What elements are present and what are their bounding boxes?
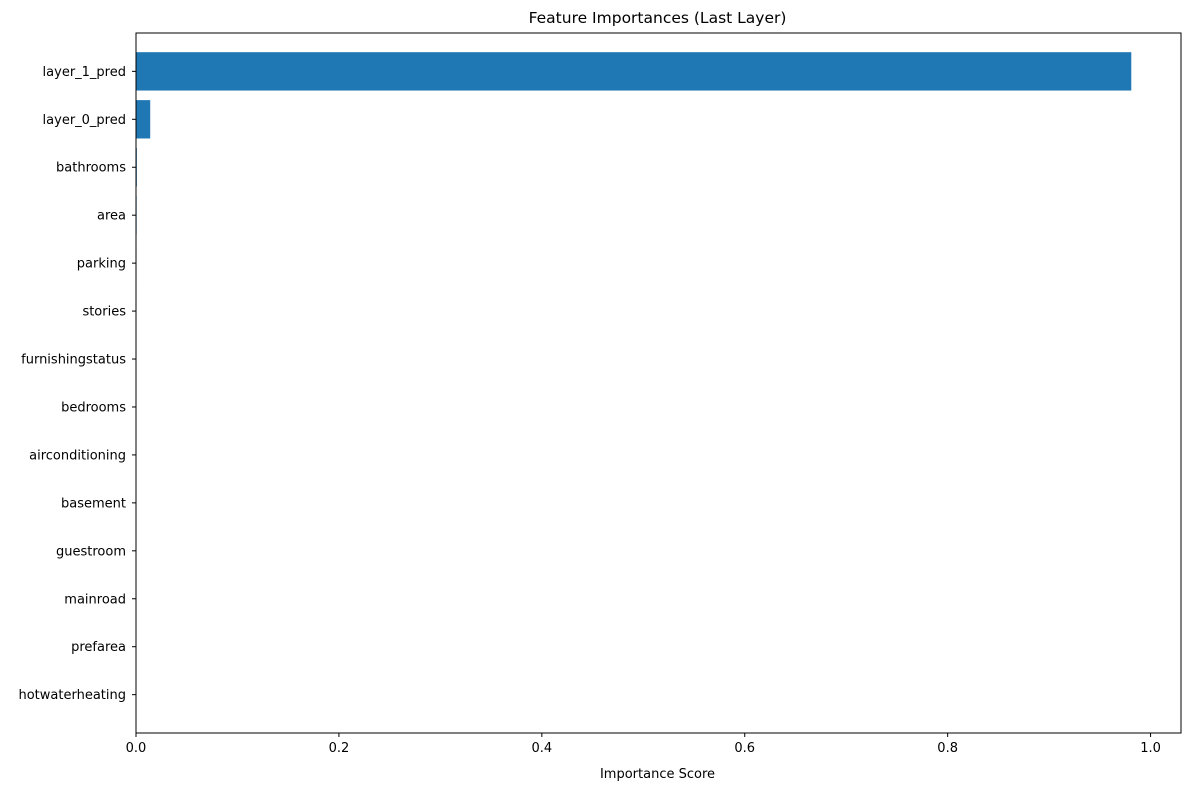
y-tick-label: mainroad (64, 592, 126, 607)
y-tick-label: parking (77, 257, 126, 272)
y-tick-label: furnishingstatus (21, 353, 126, 368)
y-tick-label: basement (61, 496, 126, 511)
x-axis-label: Importance Score (600, 767, 715, 782)
y-tick-label: bathrooms (56, 161, 126, 176)
y-tick-label: guestroom (56, 544, 126, 559)
x-tick-label: 0.0 (126, 741, 147, 756)
x-tick-label: 0.8 (937, 741, 958, 756)
x-tick-label: 1.0 (1140, 741, 1161, 756)
y-tick-label: layer_1_pred (43, 65, 126, 80)
x-tick-label: 0.2 (329, 741, 350, 756)
bar-layer_0_pred (136, 100, 151, 139)
y-tick-label: hotwaterheating (18, 688, 126, 703)
x-tick-label: 0.4 (531, 741, 552, 756)
y-tick-label: area (97, 209, 126, 224)
y-tick-label: layer_0_pred (43, 113, 126, 128)
axes-layer: layer_1_pred layer_0_pred bathrooms area par… (18, 32, 1182, 756)
bar-layer_1_pred (136, 52, 1132, 91)
plot-frame (135, 32, 1182, 734)
bars-layer (136, 52, 1132, 714)
y-tick-label: airconditioning (29, 448, 126, 463)
y-tick-label: stories (82, 305, 126, 320)
x-tick-label: 0.6 (734, 741, 755, 756)
chart-title: Feature Importances (Last Layer) (529, 9, 787, 27)
y-tick-label: prefarea (71, 640, 126, 655)
y-tick-label: bedrooms (61, 400, 126, 415)
